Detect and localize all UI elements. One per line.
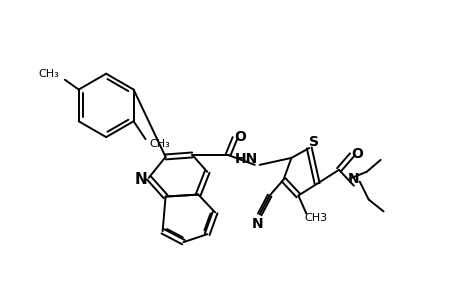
Text: HN: HN xyxy=(235,152,258,166)
Text: CH₃: CH₃ xyxy=(38,69,59,79)
Text: S: S xyxy=(308,135,319,149)
Text: CH₃: CH₃ xyxy=(149,139,170,149)
Text: O: O xyxy=(350,147,362,161)
Text: N: N xyxy=(134,172,147,187)
Text: CH3: CH3 xyxy=(304,213,327,224)
Text: O: O xyxy=(234,130,245,144)
Text: N: N xyxy=(347,172,359,186)
Text: N: N xyxy=(252,217,263,231)
